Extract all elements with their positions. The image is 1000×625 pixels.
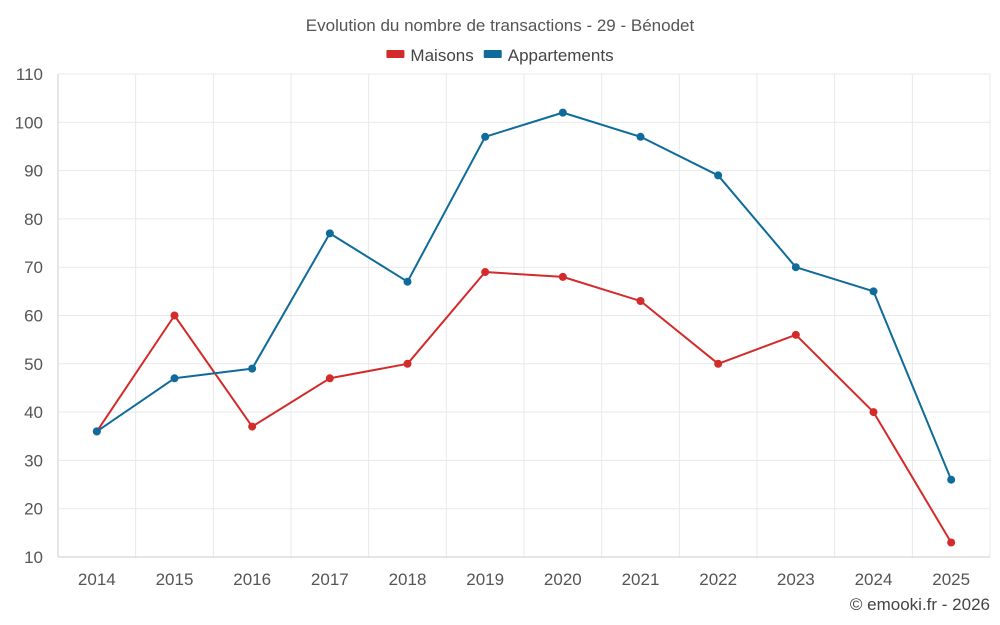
data-point[interactable] <box>714 171 723 180</box>
y-tick-label: 40 <box>24 403 43 422</box>
series-line <box>96 271 953 544</box>
data-point[interactable] <box>636 297 645 306</box>
data-point[interactable] <box>558 108 567 117</box>
data-point[interactable] <box>170 311 179 320</box>
data-point[interactable] <box>481 132 490 141</box>
x-tick-label: 2014 <box>78 570 116 589</box>
series-maisons <box>92 268 956 547</box>
x-tick-label: 2025 <box>932 570 970 589</box>
data-point[interactable] <box>869 408 878 417</box>
series-appartements <box>92 108 956 484</box>
x-tick-label: 2016 <box>233 570 271 589</box>
legend-item-appartements[interactable]: Appartements <box>483 46 614 65</box>
data-point[interactable] <box>248 364 257 373</box>
y-tick-label: 30 <box>24 451 43 470</box>
x-tick-label: 2017 <box>311 570 349 589</box>
data-point[interactable] <box>170 374 179 383</box>
x-tick-label: 2023 <box>777 570 815 589</box>
x-tick-label: 2024 <box>855 570 893 589</box>
legend-label: Maisons <box>410 46 473 65</box>
data-point[interactable] <box>791 330 800 339</box>
data-point[interactable] <box>791 263 800 272</box>
x-tick-label: 2021 <box>622 570 660 589</box>
y-tick-label: 100 <box>15 113 43 132</box>
data-point[interactable] <box>714 359 723 368</box>
legend: Maisons Appartements <box>386 46 614 65</box>
x-tick-label: 2022 <box>699 570 737 589</box>
legend-item-maisons[interactable]: Maisons <box>386 46 474 65</box>
data-point[interactable] <box>869 287 878 296</box>
y-tick-label: 20 <box>24 500 43 519</box>
data-point[interactable] <box>947 538 956 547</box>
chart-title: Evolution du nombre de transactions - 29… <box>306 16 695 35</box>
credit-text: © emooki.fr - 2026 <box>850 595 990 614</box>
y-tick-label: 50 <box>24 355 43 374</box>
y-tick-label: 10 <box>24 548 43 567</box>
x-tick-label: 2018 <box>389 570 427 589</box>
legend-label: Appartements <box>508 46 614 65</box>
data-point[interactable] <box>558 272 567 281</box>
y-tick-label: 110 <box>16 65 43 84</box>
y-tick-label: 90 <box>24 162 43 181</box>
data-point[interactable] <box>325 374 334 383</box>
legend-swatch <box>483 50 502 58</box>
x-tick-label: 2020 <box>544 570 582 589</box>
data-point[interactable] <box>947 475 956 484</box>
y-tick-label: 60 <box>24 307 43 326</box>
legend-swatch <box>386 50 405 58</box>
data-point[interactable] <box>481 268 490 277</box>
grid <box>57 73 991 558</box>
data-point[interactable] <box>403 277 412 286</box>
y-tick-label: 80 <box>24 210 43 229</box>
data-point[interactable] <box>325 229 334 238</box>
data-point[interactable] <box>636 132 645 141</box>
x-tick-label: 2015 <box>156 570 194 589</box>
axes: 10 20 30 40 50 60 70 80 90 100 110 2014 2015 2016 2017… <box>15 65 990 589</box>
x-tick-label: 2019 <box>466 570 504 589</box>
data-point[interactable] <box>92 427 101 436</box>
y-tick-label: 70 <box>24 258 43 277</box>
data-point[interactable] <box>403 359 412 368</box>
series-layer <box>92 108 956 547</box>
data-point[interactable] <box>248 422 257 431</box>
series-line <box>96 111 953 481</box>
